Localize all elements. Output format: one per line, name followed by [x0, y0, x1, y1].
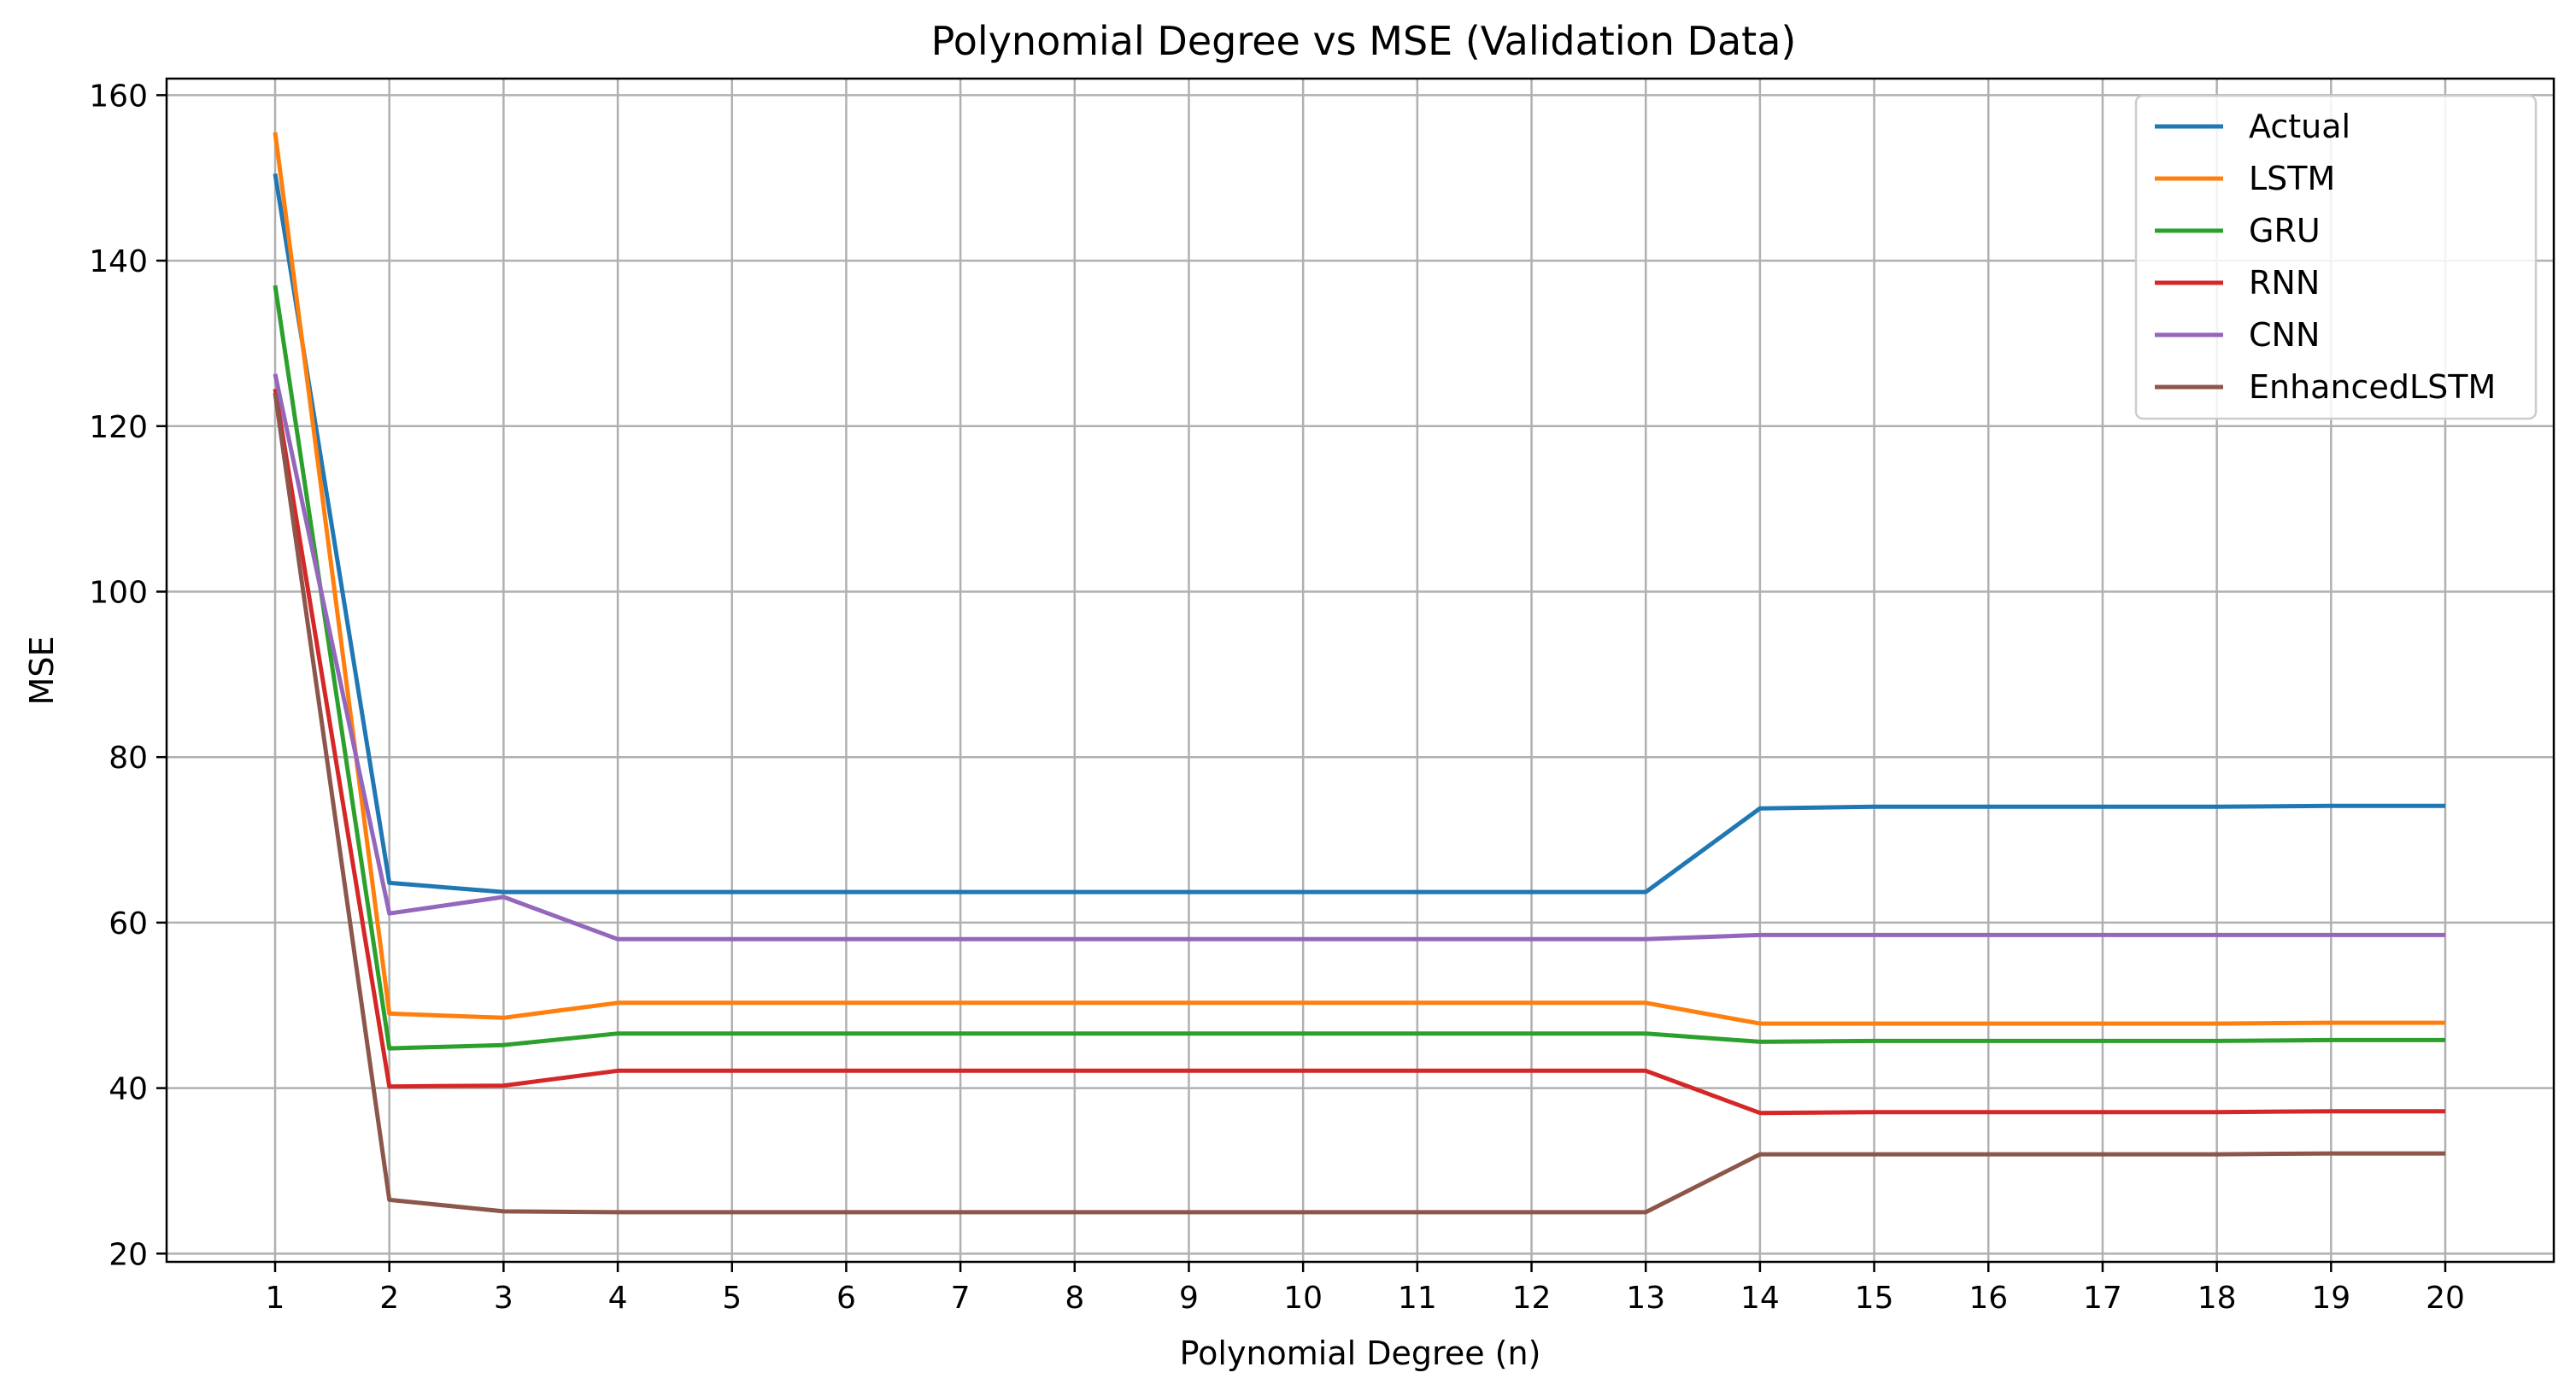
series-layer: [273, 132, 2445, 1215]
y-tick-label: 140: [89, 244, 148, 279]
series-line-rnn: [273, 388, 2445, 1116]
series-line-lstm: [273, 132, 2445, 1026]
legend-label-cnn: CNN: [2249, 316, 2320, 354]
x-tick-label: 19: [2311, 1281, 2350, 1316]
chart-title: Polynomial Degree vs MSE (Validation Dat…: [931, 18, 1797, 64]
y-axis: 20 40 60 80 100 120 140 160: [89, 79, 167, 1272]
x-tick-label: 15: [1855, 1281, 1894, 1316]
y-tick-label: 80: [109, 741, 148, 776]
x-tick-label: 2: [379, 1281, 399, 1316]
legend: Actual LSTM GRU RNN CNN EnhancedLSTM: [2134, 94, 2538, 420]
legend-label-enhancedlstm: EnhancedLSTM: [2249, 368, 2496, 406]
series-line-enhancedlstm: [273, 392, 2445, 1215]
x-tick-label: 9: [1179, 1281, 1199, 1316]
y-tick-label: 120: [89, 410, 148, 445]
x-tick-label: 11: [1398, 1281, 1437, 1316]
legend-box: [2134, 94, 2538, 420]
y-tick-label: 100: [89, 575, 148, 610]
x-tick-label: 14: [1740, 1281, 1780, 1316]
y-tick-label: 160: [89, 79, 148, 114]
x-tick-label: 5: [722, 1281, 742, 1316]
x-tick-label: 17: [2083, 1281, 2122, 1316]
series-line-gru: [273, 284, 2445, 1051]
x-tick-label: 1: [266, 1281, 285, 1316]
y-tick-label: 20: [109, 1237, 148, 1272]
grid-layer: [167, 79, 2554, 1262]
x-tick-label: 18: [2198, 1281, 2237, 1316]
legend-label-lstm: LSTM: [2249, 160, 2335, 197]
x-axis: 1 2 3 4 5 6 7 8 9 10 11 12 13 14 15 16 17 18 19 20: [266, 1262, 2465, 1316]
x-tick-label: 10: [1283, 1281, 1323, 1316]
y-axis-label: MSE: [23, 636, 61, 706]
y-tick-label: 40: [109, 1072, 148, 1107]
x-axis-label: Polynomial Degree (n): [1180, 1334, 1541, 1372]
x-tick-label: 7: [951, 1281, 971, 1316]
x-tick-label: 4: [608, 1281, 628, 1316]
x-tick-label: 8: [1065, 1281, 1084, 1316]
x-tick-label: 20: [2426, 1281, 2465, 1316]
legend-label-rnn: RNN: [2249, 264, 2320, 302]
x-tick-label: 3: [494, 1281, 513, 1316]
plot-area-frame: [165, 77, 2555, 1264]
series-line-cnn: [273, 373, 2445, 941]
x-tick-label: 6: [836, 1281, 856, 1316]
y-tick-label: 60: [109, 906, 148, 941]
series-line-actual: [273, 173, 2445, 894]
legend-label-gru: GRU: [2249, 212, 2321, 249]
x-tick-label: 16: [1969, 1281, 2008, 1316]
legend-label-actual: Actual: [2249, 108, 2350, 145]
x-tick-label: 12: [1512, 1281, 1552, 1316]
x-tick-label: 13: [1626, 1281, 1665, 1316]
